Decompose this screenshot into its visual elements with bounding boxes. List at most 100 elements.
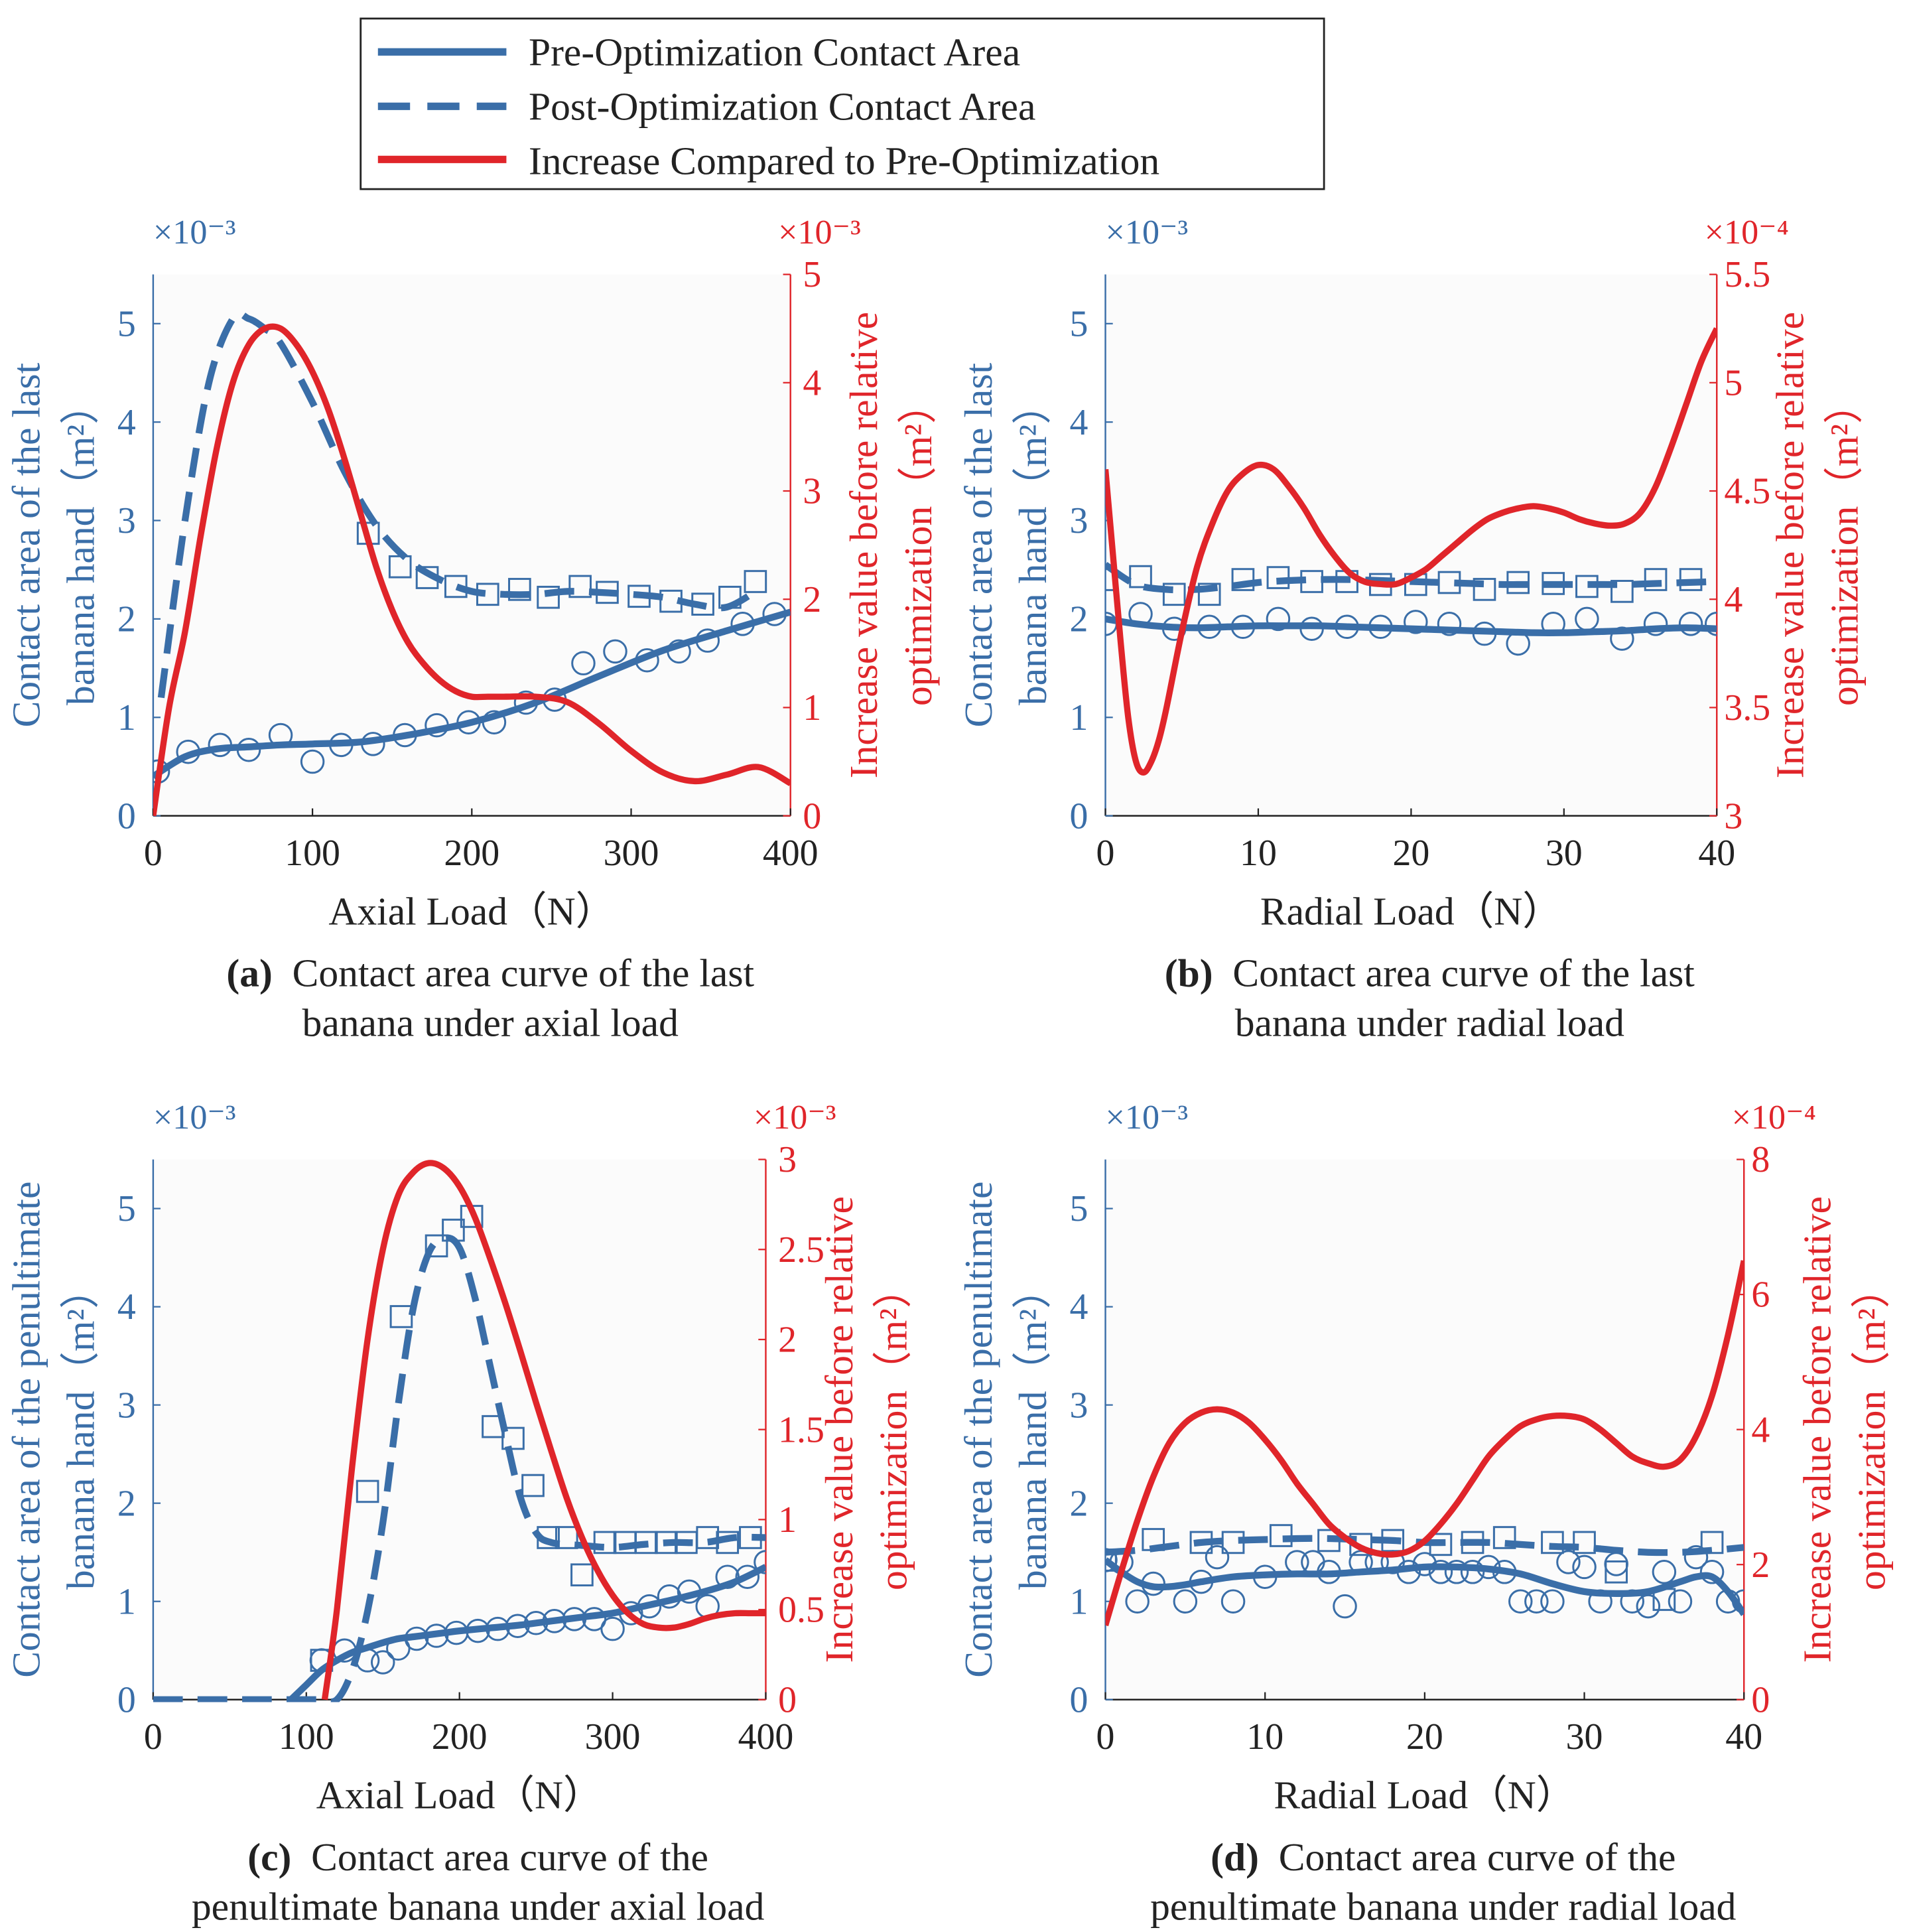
x-tick-label: 200 bbox=[444, 833, 499, 874]
y-axis-right-label: Increase value before relative bbox=[817, 1196, 861, 1663]
x-axis-label: Axial Load（N） bbox=[316, 1773, 603, 1817]
circle-marker bbox=[1540, 1589, 1565, 1614]
y-right-tick-label: 5.5 bbox=[1724, 254, 1770, 295]
caption-line-1: (b) Contact area curve of the last bbox=[1165, 951, 1695, 995]
y-right-tick-label: 2 bbox=[778, 1320, 797, 1361]
y-left-tick-label: 4 bbox=[117, 402, 136, 443]
caption-line-2: penultimate banana under axial load bbox=[192, 1884, 765, 1928]
x-tick-label: 20 bbox=[1392, 833, 1429, 874]
circle-marker bbox=[1205, 1545, 1230, 1570]
y-right-tick-label: 8 bbox=[1751, 1139, 1770, 1180]
circle-marker bbox=[1636, 1594, 1661, 1619]
square-marker bbox=[1473, 578, 1496, 601]
y-left-tick-label: 4 bbox=[1070, 402, 1088, 443]
square-marker bbox=[568, 575, 592, 598]
y-right-tick-label: 5 bbox=[1724, 362, 1743, 403]
y-left-tick-label: 4 bbox=[1070, 1286, 1088, 1328]
square-marker bbox=[1162, 583, 1186, 606]
caption-tag: (a) bbox=[226, 951, 272, 995]
square-marker bbox=[389, 1305, 413, 1328]
y-right-tick-label: 5 bbox=[803, 254, 821, 295]
x-tick-label: 300 bbox=[604, 833, 659, 874]
y-left-tick-label: 1 bbox=[117, 1581, 136, 1622]
y-right-tick-label: 3 bbox=[1724, 795, 1743, 837]
legend-label-pre: Pre-Optimization Contact Area bbox=[529, 31, 1020, 74]
caption-tag: (c) bbox=[247, 1835, 291, 1879]
right-axis-exponent: ×10⁻⁴ bbox=[1705, 214, 1789, 251]
plot-area-a bbox=[153, 274, 791, 816]
x-tick-label: 20 bbox=[1406, 1716, 1443, 1758]
y-axis-right-label: optimization（m²） bbox=[872, 1269, 915, 1590]
y-left-tick-label: 3 bbox=[1070, 1385, 1088, 1426]
y-left-tick-label: 3 bbox=[117, 1385, 136, 1426]
y-axis-right-label: Increase value before relative bbox=[1796, 1196, 1839, 1663]
y-axis-left-label: banana hand（m²） bbox=[59, 385, 103, 705]
circle-marker bbox=[1668, 1589, 1693, 1614]
x-tick-label: 40 bbox=[1725, 1716, 1762, 1758]
y-left-tick-label: 5 bbox=[117, 303, 136, 344]
y-right-tick-label: 0 bbox=[778, 1679, 797, 1720]
circle-marker bbox=[1678, 612, 1703, 636]
circle-marker bbox=[1652, 1560, 1677, 1584]
square-marker bbox=[1605, 1560, 1628, 1584]
y-left-tick-label: 0 bbox=[1070, 1679, 1088, 1720]
circle-marker bbox=[1556, 1550, 1581, 1574]
square-marker bbox=[521, 1474, 545, 1497]
y-left-tick-label: 3 bbox=[117, 500, 136, 541]
y-left-tick-label: 5 bbox=[117, 1188, 136, 1229]
y-left-tick-label: 1 bbox=[1070, 697, 1088, 738]
square-marker bbox=[537, 585, 560, 609]
y-left-tick-label: 2 bbox=[1070, 599, 1088, 640]
circle-marker bbox=[1572, 1554, 1597, 1580]
square-marker bbox=[1611, 580, 1634, 603]
square-marker bbox=[425, 1234, 448, 1258]
square-marker bbox=[508, 578, 531, 601]
caption-line-1: (d) Contact area curve of the bbox=[1211, 1835, 1676, 1879]
y-right-tick-label: 2.5 bbox=[778, 1229, 824, 1271]
caption-line-2: penultimate banana under radial load bbox=[1150, 1884, 1737, 1928]
panel-b: 0 10 20 30 40 0 1 2 3 4 5 3 3.5 4 4.5 5 5.5 ×10⁻³ ×10⁻⁴ Rad… bbox=[956, 214, 1866, 1044]
y-right-tick-label: 0.5 bbox=[778, 1590, 824, 1631]
increase-line bbox=[1105, 327, 1717, 776]
x-tick-label: 30 bbox=[1545, 833, 1583, 874]
circle-marker bbox=[1437, 612, 1462, 636]
legend-label-post: Post-Optimization Contact Area bbox=[529, 85, 1035, 129]
y-right-tick-label: 3.5 bbox=[1724, 687, 1770, 728]
circle-marker bbox=[571, 651, 596, 675]
square-marker bbox=[1197, 583, 1221, 606]
x-tick-label: 0 bbox=[1096, 833, 1115, 874]
plot-area-b bbox=[1105, 274, 1717, 816]
x-tick-label: 40 bbox=[1698, 833, 1735, 874]
y-axis-right-label: optimization（m²） bbox=[896, 384, 940, 706]
circle-marker bbox=[1220, 1589, 1246, 1614]
y-axis-right-label: optimization（m²） bbox=[1849, 1269, 1893, 1590]
x-tick-label: 200 bbox=[432, 1716, 488, 1758]
square-marker bbox=[555, 1526, 578, 1549]
y-right-tick-label: 3 bbox=[803, 471, 821, 512]
caption-text: Contact area curve of the bbox=[291, 1835, 708, 1879]
circle-marker bbox=[1444, 1560, 1469, 1584]
y-left-tick-label: 2 bbox=[1070, 1483, 1088, 1524]
legend: Pre-Optimization Contact Area Post-Optim… bbox=[360, 17, 1325, 190]
post-optimization-line bbox=[1105, 561, 1717, 594]
circle-marker bbox=[1125, 1589, 1150, 1614]
circle-marker bbox=[1699, 1560, 1725, 1584]
y-right-tick-label: 4 bbox=[803, 362, 821, 403]
y-right-tick-label: 4 bbox=[1724, 579, 1743, 620]
plot-area-d bbox=[1105, 1159, 1744, 1700]
left-axis-exponent: ×10⁻³ bbox=[153, 1099, 236, 1137]
square-marker bbox=[1105, 1549, 1117, 1572]
x-tick-label: 100 bbox=[279, 1716, 334, 1758]
circle-marker bbox=[1524, 1589, 1549, 1614]
pre-optimization-line bbox=[1105, 615, 1717, 636]
y-axis-right-label: Increase value before relative bbox=[1768, 312, 1812, 778]
circle-marker bbox=[1333, 1594, 1357, 1619]
circle-marker bbox=[754, 1550, 766, 1574]
circle-marker bbox=[735, 1564, 760, 1589]
circle-marker bbox=[1643, 612, 1668, 636]
x-tick-label: 0 bbox=[144, 833, 163, 874]
y-right-tick-label: 0 bbox=[1751, 1679, 1770, 1720]
